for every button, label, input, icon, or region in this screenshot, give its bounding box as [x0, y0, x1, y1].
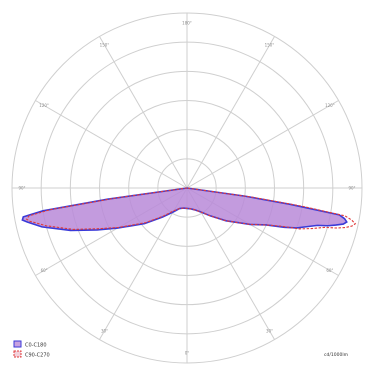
series-curve-c90-c270 — [25, 187, 357, 230]
legend: C0-C180 C90-C270 — [13, 340, 50, 359]
grid-spoke — [99, 36, 188, 189]
legend-label-c90-c270: C90-C270 — [25, 353, 50, 359]
angle-tick-label: 60° — [326, 268, 333, 273]
angle-tick-label: 90° — [18, 186, 25, 191]
grid-spoke — [186, 100, 339, 189]
angle-tick-label: 0° — [185, 351, 190, 356]
grid-spoke — [186, 36, 275, 189]
angle-tick-label: 120° — [39, 103, 49, 108]
angle-tick-labels: 0° 30° 60° 90° 120° 150° 180° 150° 120° 90° 60° 30° — [18, 21, 355, 356]
angle-tick-label: 150° — [100, 43, 110, 48]
angle-tick-label: 60° — [41, 268, 48, 273]
grid-spoke — [35, 100, 188, 189]
angle-tick-label: 150° — [265, 43, 275, 48]
angle-tick-label: 90° — [348, 186, 355, 191]
curves — [21, 187, 357, 232]
unit-label: cd/1000lm — [324, 352, 348, 358]
legend-swatch-c0-c180 — [13, 340, 22, 348]
angle-tick-label: 30° — [101, 328, 108, 333]
angle-tick-label: 180° — [182, 21, 192, 26]
angle-tick-label: 120° — [325, 103, 335, 108]
polar-grid — [11, 12, 363, 364]
angle-tick-label: 30° — [266, 328, 273, 333]
legend-label-c0-c180: C0-C180 — [25, 343, 47, 349]
legend-swatch-c90-c270 — [13, 350, 22, 358]
grid-spoke — [186, 187, 275, 340]
grid-spoke — [99, 187, 188, 340]
